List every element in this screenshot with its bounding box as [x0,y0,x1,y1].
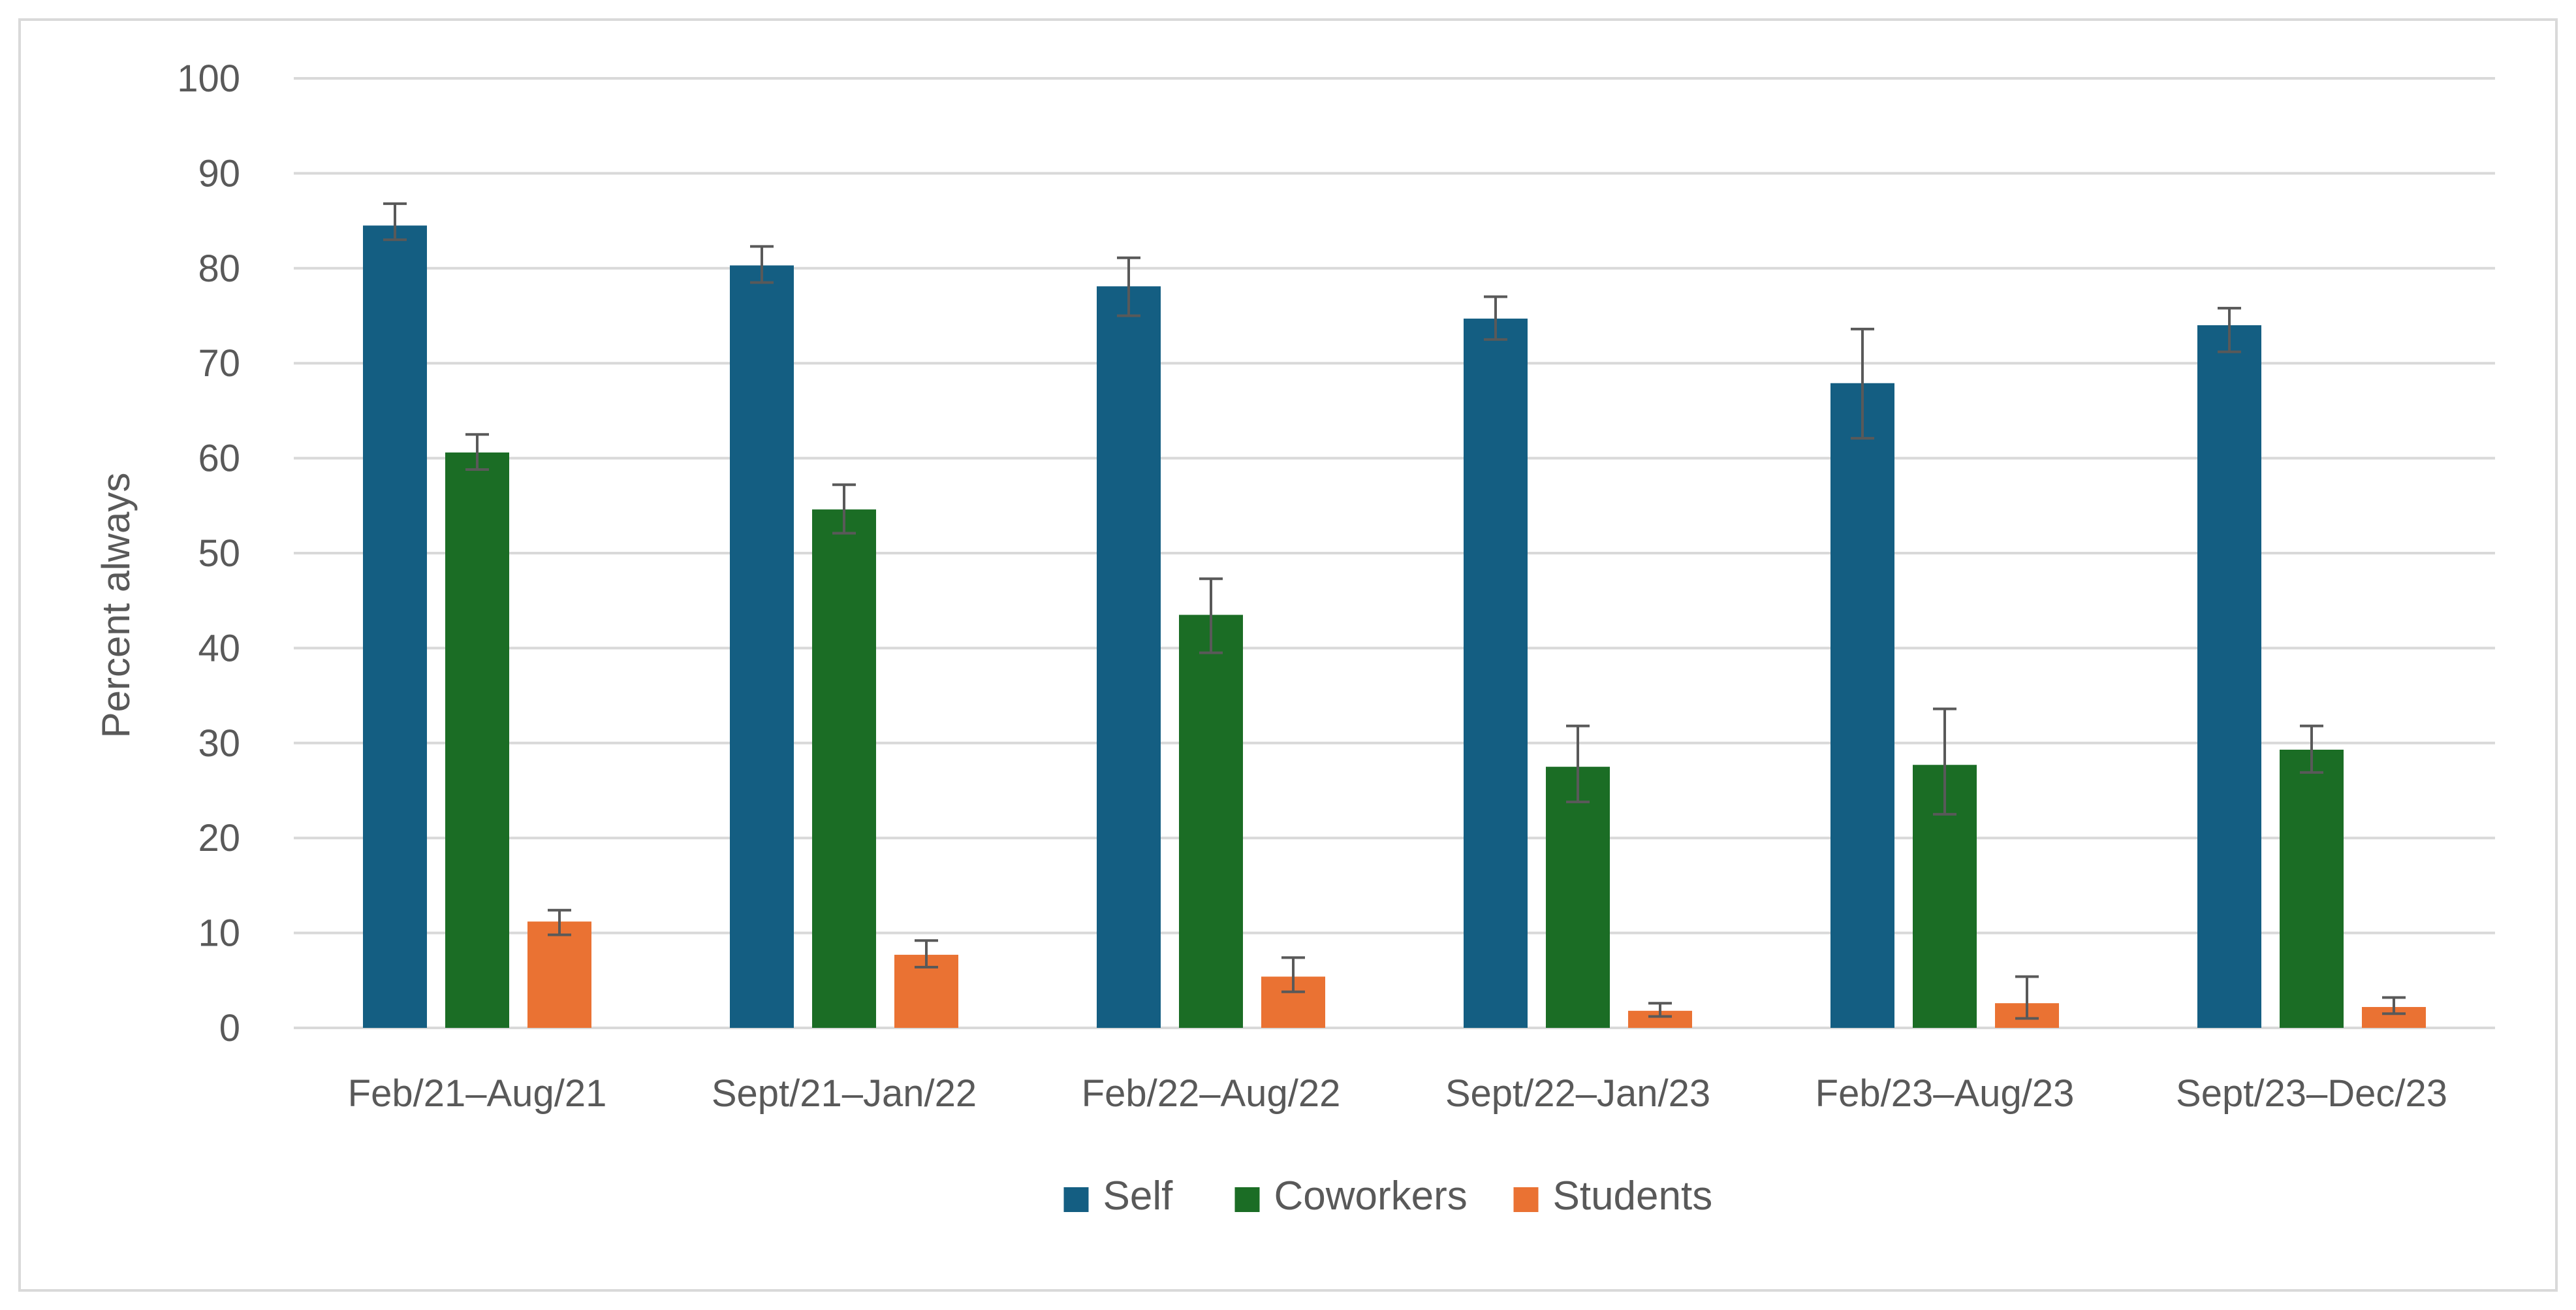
bar-self [1464,318,1528,1028]
error-bar-coworkers [465,433,489,471]
x-axis-ticks: Feb/21–Aug/21 Sept/21–Jan/22 Feb/22–Aug/22… [348,1072,2447,1115]
error-bar-self [1851,327,1874,440]
error-bar-self [2218,306,2241,353]
bars [363,225,2426,1028]
error-bar-self [383,202,407,242]
error-bar-coworkers [1566,724,1590,803]
y-axis-ticks: 0 10 20 30 40 50 60 70 80 90 100 [177,57,240,1049]
x-tick-label: Sept/21–Jan/22 [712,1072,977,1115]
x-tick-label: Feb/21–Aug/21 [348,1072,607,1115]
legend-label: Self [1103,1174,1174,1219]
x-tick-label: Feb/22–Aug/22 [1082,1072,1341,1115]
error-bar-students [548,908,571,936]
legend-label: Students [1553,1174,1713,1219]
bar-coworkers [445,452,509,1028]
y-tick-label: 100 [177,57,240,100]
error-bar-self [1484,295,1507,341]
error-bar-coworkers [832,483,856,535]
legend-item-students: Students [1513,1174,1713,1219]
bar-chart: 0 10 20 30 40 50 60 70 80 90 100 Feb/21–Aug/21 Sept… [94,57,2495,1219]
y-tick-label: 40 [198,627,240,669]
bar-self [730,265,794,1028]
bar-self [2197,325,2261,1028]
error-bar-coworkers [1199,577,1223,654]
bar-self [363,225,427,1028]
y-tick-label: 30 [198,722,240,765]
chart-frame: 0 10 20 30 40 50 60 70 80 90 100 Feb/21–Aug/21 Sept… [18,18,2558,1292]
error-bars [383,202,2406,1020]
error-bar-students [1648,1002,1672,1018]
y-tick-label: 70 [198,342,240,385]
bar-self [1830,383,1894,1028]
bar-coworkers [2280,749,2344,1028]
bar-coworkers [1546,767,1610,1028]
error-bar-students [2015,975,2039,1020]
y-axis-title: Percent always [94,473,138,739]
legend: Self Coworkers Students [1063,1174,1713,1219]
y-tick-label: 10 [198,912,240,955]
legend-item-coworkers: Coworkers [1234,1174,1468,1219]
error-bar-coworkers [1933,707,1956,816]
legend-label: Coworkers [1274,1174,1468,1219]
error-bar-coworkers [2300,724,2323,774]
x-tick-label: Sept/23–Dec/23 [2176,1072,2447,1115]
gridlines [294,77,2495,1029]
y-tick-label: 90 [198,152,240,195]
legend-swatch [1234,1187,1260,1212]
error-bar-students [1281,956,1305,993]
bar-students [527,921,591,1028]
error-bar-students [2382,996,2406,1015]
legend-swatch [1063,1187,1089,1212]
y-tick-label: 60 [198,438,240,480]
legend-item-self: Self [1063,1174,1174,1219]
bar-coworkers [812,509,876,1028]
legend-swatch [1513,1187,1539,1212]
error-bar-self [750,245,774,284]
y-tick-label: 80 [198,248,240,290]
y-tick-label: 50 [198,532,240,575]
y-tick-label: 20 [198,817,240,859]
error-bar-self [1117,256,1140,317]
y-tick-label: 0 [219,1007,240,1049]
bar-coworkers [1179,615,1243,1028]
x-tick-label: Sept/22–Jan/23 [1445,1072,1710,1115]
bar-self [1097,286,1161,1028]
error-bar-students [915,939,938,968]
x-tick-label: Feb/23–Aug/23 [1815,1072,2075,1115]
